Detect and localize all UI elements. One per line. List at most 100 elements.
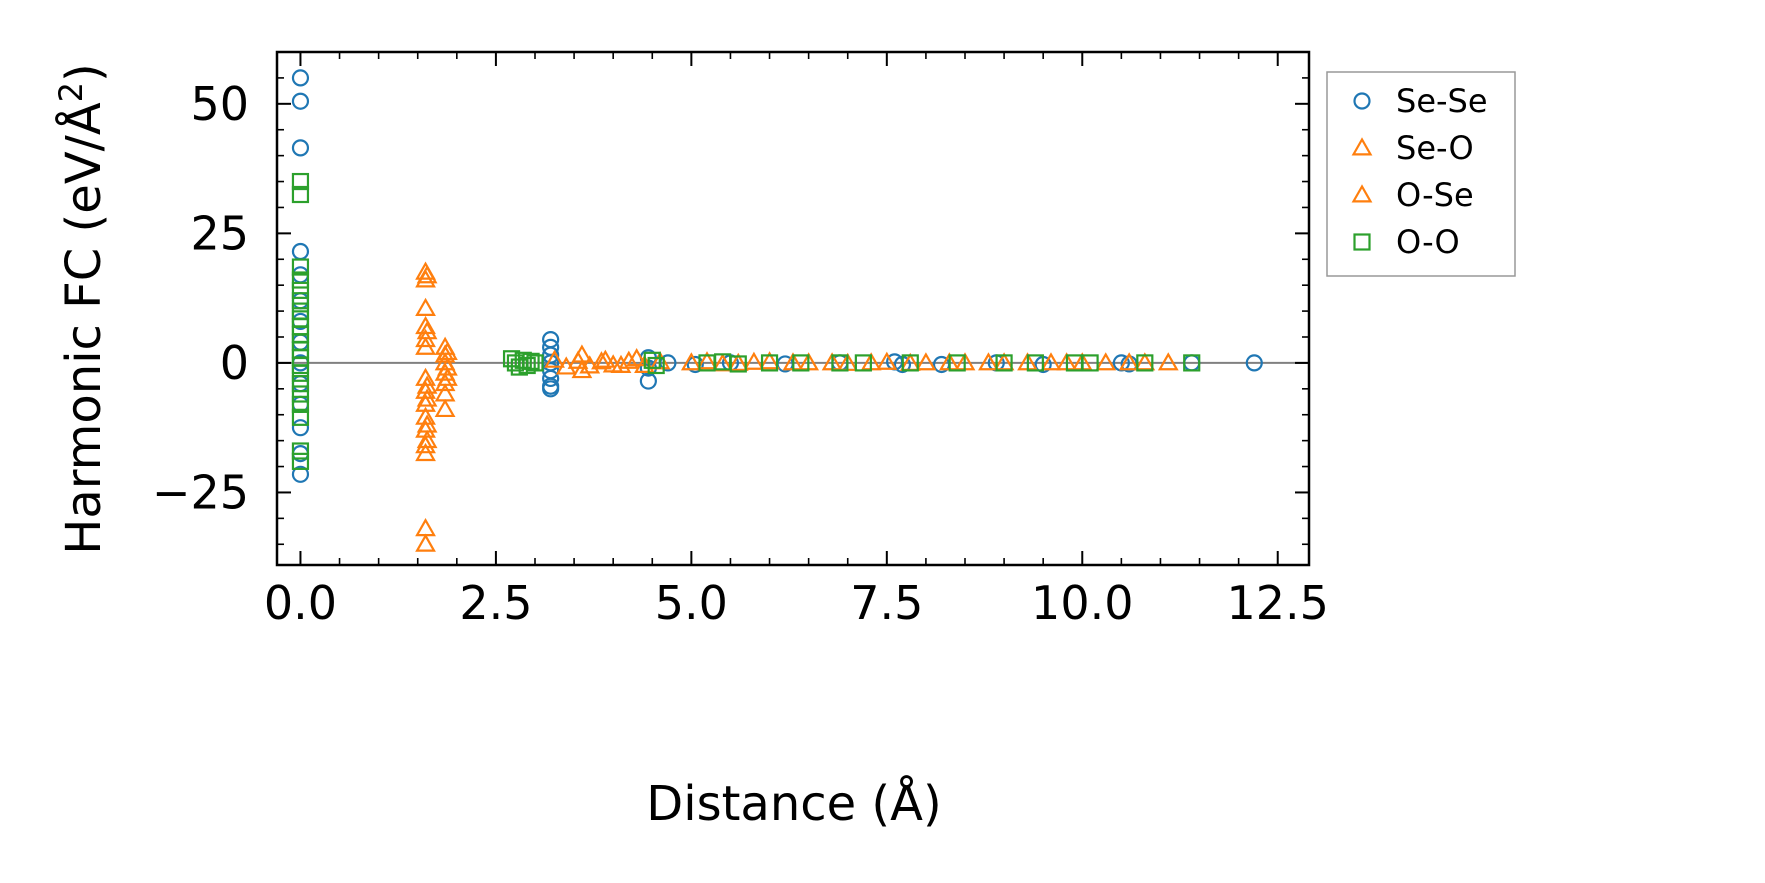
series-se-o — [415, 261, 1179, 552]
legend-frame — [1326, 71, 1516, 277]
legend-marker-o-se — [1351, 184, 1373, 203]
x-tick-label: 7.5 — [850, 576, 923, 630]
data-point-se-o — [544, 349, 565, 368]
data-point-o-o — [647, 356, 665, 375]
data-point-o-se — [416, 265, 438, 284]
data-point-o-o — [522, 352, 540, 370]
data-point-se-o — [680, 352, 702, 371]
plot-area — [277, 69, 1309, 552]
legend: Se-Se Se-O O-Se O-O — [1326, 71, 1516, 277]
data-point-o-o — [948, 354, 966, 372]
data-point-o-o — [291, 385, 310, 403]
data-point-se-se — [686, 355, 704, 374]
y-axis-label-main: Harmonic FC (eV/Å — [55, 102, 112, 555]
axes: 0.0 2.5 5.0 7.5 10.0 12.5 −25 0 25 50 — [152, 50, 1329, 630]
x-tick-label: 2.5 — [459, 576, 532, 630]
legend-label-se-se: Se-Se — [1396, 82, 1488, 120]
x-tick-label: 5.0 — [655, 576, 728, 630]
x-axis-label: Distance (Å) — [646, 775, 941, 832]
data-point-se-se — [291, 92, 310, 110]
data-point-o-o — [291, 281, 310, 299]
legend-marker-se-o — [1351, 137, 1373, 156]
data-point-o-o — [291, 364, 310, 382]
data-point-se-se — [291, 139, 310, 157]
data-point-o-o — [526, 354, 544, 372]
data-point-o-se — [437, 367, 458, 386]
data-point-o-se — [915, 352, 937, 371]
series-se-se — [291, 69, 1263, 483]
data-point-se-o — [978, 352, 999, 371]
data-point-se-o — [1157, 352, 1179, 371]
y-tick-label: −25 — [152, 465, 249, 519]
data-point-o-o — [1026, 354, 1044, 372]
data-point-o-se — [594, 349, 616, 368]
data-point-se-se — [291, 465, 310, 483]
data-point-o-o — [643, 351, 661, 369]
data-point-se-o — [1118, 352, 1140, 371]
data-point-o-o — [901, 354, 919, 372]
x-tick-label: 12.5 — [1227, 576, 1329, 630]
data-point-se-o — [415, 442, 436, 462]
data-point-o-o — [760, 354, 779, 372]
x-tick-label: 10.0 — [1031, 576, 1133, 630]
data-point-se-se — [291, 375, 310, 393]
plot-frame — [275, 50, 1311, 567]
data-point-se-o — [434, 398, 456, 418]
legend-marker-se-se — [1353, 92, 1371, 110]
data-point-se-o — [415, 435, 436, 454]
data-point-se-o — [415, 533, 436, 552]
data-point-se-se — [1245, 354, 1263, 372]
data-point-o-se — [416, 429, 438, 449]
data-point-o-o — [291, 258, 310, 276]
data-point-o-se — [993, 352, 1015, 371]
data-point-se-o — [1095, 352, 1117, 371]
legend-label-se-o: Se-O — [1396, 129, 1474, 167]
series-o-o — [291, 172, 1201, 470]
legend-marker-o-o — [1353, 233, 1371, 251]
data-point-o-o — [1183, 354, 1201, 372]
data-point-o-o — [729, 355, 747, 373]
y-tick-label: 50 — [190, 77, 249, 131]
data-point-o-se — [759, 351, 780, 370]
data-point-se-se — [542, 369, 560, 388]
data-point-o-se — [727, 352, 749, 371]
y-tick-label: 25 — [190, 206, 249, 260]
data-point-se-o — [618, 350, 640, 369]
data-point-o-se — [437, 357, 458, 376]
data-point-o-se — [626, 348, 648, 367]
data-point-se-se — [1112, 354, 1130, 372]
data-point-se-o — [591, 351, 612, 370]
data-point-o-o — [792, 354, 810, 372]
data-point-o-o — [291, 408, 310, 426]
data-point-o-se — [876, 351, 898, 370]
data-point-o-se — [416, 388, 438, 407]
data-point-o-o — [291, 452, 310, 470]
data-point-o-se — [610, 354, 632, 373]
data-point-o-o — [291, 271, 310, 289]
data-point-o-o — [291, 395, 310, 413]
legend-label-o-se: O-Se — [1396, 176, 1474, 214]
data-point-se-se — [291, 419, 310, 437]
data-point-o-o — [831, 354, 849, 372]
data-point-se-se — [291, 69, 310, 87]
data-point-se-o — [415, 297, 436, 316]
data-point-o-o — [291, 172, 310, 191]
legend-label-o-o: O-O — [1396, 223, 1460, 261]
data-point-o-se — [571, 359, 593, 379]
data-point-o-se — [1040, 352, 1062, 371]
data-point-o-o — [854, 354, 872, 372]
data-point-o-se — [416, 321, 438, 340]
data-point-o-se — [696, 351, 718, 370]
data-point-o-o — [995, 354, 1013, 372]
y-axis-label-superscript: 2 — [52, 82, 90, 102]
data-point-se-o — [415, 518, 436, 537]
data-point-se-o — [743, 351, 765, 370]
data-point-o-o — [1081, 354, 1099, 372]
data-point-o-o — [1136, 354, 1154, 372]
y-axis-label-end: ) — [56, 63, 112, 82]
data-point-se-o — [415, 336, 436, 355]
data-point-se-se — [291, 242, 310, 261]
y-axis-label: Harmonic FC (eV/Å2) — [52, 63, 112, 555]
data-point-o-o — [291, 185, 310, 204]
